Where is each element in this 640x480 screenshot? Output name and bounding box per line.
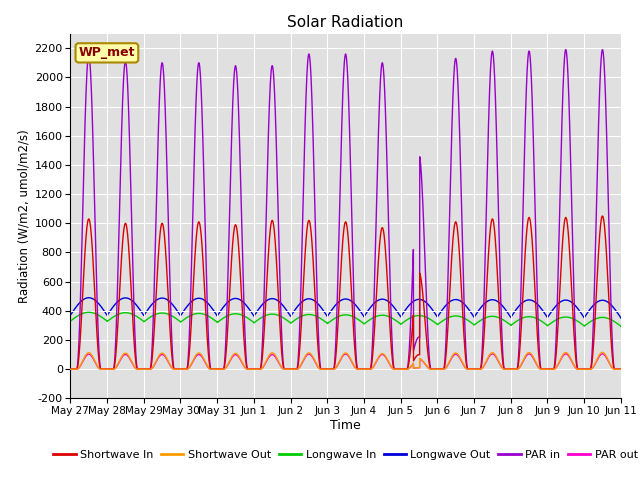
Shortwave Out	[67, 366, 74, 372]
PAR out	[332, 365, 340, 371]
Shortwave Out	[332, 365, 340, 371]
Shortwave In	[67, 366, 74, 372]
Shortwave Out	[133, 366, 141, 372]
PAR out	[252, 366, 259, 372]
Longwave Out	[133, 303, 141, 309]
Longwave In	[617, 324, 625, 329]
Line: Longwave In: Longwave In	[70, 312, 621, 326]
Longwave Out	[332, 301, 340, 307]
PAR in	[492, 108, 500, 113]
PAR in	[448, 126, 456, 132]
Longwave Out	[85, 295, 93, 300]
Shortwave Out	[252, 366, 259, 372]
X-axis label: Time: Time	[330, 419, 361, 432]
Longwave In	[67, 318, 74, 324]
PAR in	[252, 366, 259, 372]
Legend: Shortwave In, Shortwave Out, Longwave In, Longwave Out, PAR in, PAR out: Shortwave In, Shortwave Out, Longwave In…	[49, 445, 640, 464]
PAR in	[617, 366, 625, 372]
PAR in	[67, 366, 74, 372]
PAR in	[562, 47, 570, 52]
Shortwave Out	[492, 353, 500, 359]
PAR out	[492, 354, 500, 360]
Shortwave In	[133, 365, 141, 371]
Shortwave In	[125, 246, 132, 252]
Text: WP_met: WP_met	[79, 47, 135, 60]
Longwave In	[85, 310, 93, 315]
Longwave In	[252, 319, 259, 324]
Longwave Out	[617, 315, 625, 321]
Longwave Out	[67, 312, 74, 318]
PAR out	[448, 355, 456, 360]
Shortwave In	[332, 352, 340, 358]
Shortwave In	[598, 213, 606, 219]
Shortwave Out	[448, 354, 456, 360]
Shortwave Out	[617, 366, 625, 372]
PAR out	[125, 354, 132, 360]
Y-axis label: Radiation (W/m2, umol/m2/s): Radiation (W/m2, umol/m2/s)	[17, 129, 30, 303]
Shortwave In	[617, 366, 625, 372]
PAR out	[133, 366, 141, 372]
Longwave In	[332, 315, 340, 321]
Title: Solar Radiation: Solar Radiation	[287, 15, 404, 30]
Line: PAR out: PAR out	[70, 354, 621, 369]
Longwave Out	[448, 298, 456, 303]
Longwave In	[492, 314, 500, 320]
Shortwave In	[448, 252, 456, 258]
Longwave Out	[492, 298, 500, 303]
PAR in	[125, 112, 132, 118]
Longwave In	[448, 313, 456, 319]
Shortwave Out	[598, 349, 606, 355]
Line: Shortwave Out: Shortwave Out	[70, 352, 621, 369]
Longwave In	[125, 310, 132, 316]
Line: Longwave Out: Longwave Out	[70, 298, 621, 318]
Shortwave In	[252, 366, 259, 372]
PAR in	[332, 336, 340, 342]
Longwave In	[133, 314, 141, 320]
Line: PAR in: PAR in	[70, 49, 621, 369]
Longwave Out	[252, 311, 259, 317]
Shortwave In	[492, 244, 500, 250]
Shortwave Out	[125, 353, 132, 359]
PAR out	[67, 366, 74, 372]
Line: Shortwave In: Shortwave In	[70, 216, 621, 369]
PAR out	[617, 366, 625, 372]
Longwave Out	[125, 296, 132, 301]
PAR out	[562, 351, 570, 357]
PAR in	[133, 363, 141, 369]
